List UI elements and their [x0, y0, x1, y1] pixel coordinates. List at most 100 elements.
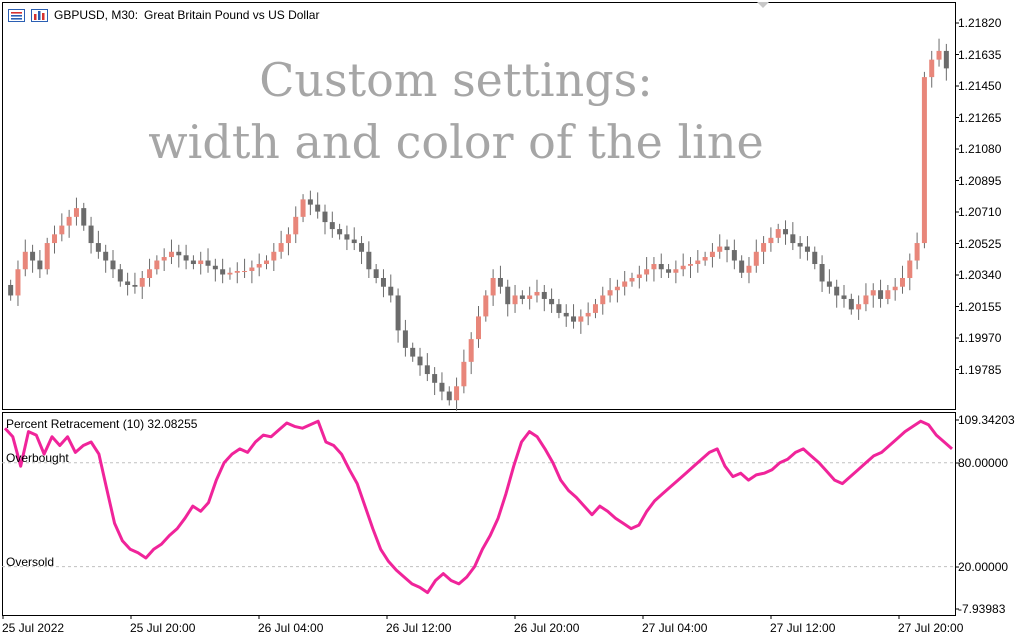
- indicator-levels: [2, 462, 955, 568]
- candle-body: [198, 260, 204, 265]
- candle-body: [110, 260, 116, 270]
- price-tick-label: 1.20895: [958, 173, 1002, 188]
- candle-body: [834, 286, 840, 296]
- candle-body: [885, 290, 891, 299]
- candle-body: [161, 257, 167, 261]
- candle-body: [702, 257, 708, 261]
- symbol-description: Great Britain Pound vs US Dollar: [144, 8, 320, 22]
- oversold-label: Oversold: [6, 555, 55, 569]
- candle-body: [220, 269, 226, 275]
- time-tick-label: 27 Jul 04:00: [642, 621, 708, 635]
- candle-body: [731, 250, 737, 261]
- candle-body: [66, 216, 72, 226]
- candle-body: [768, 237, 774, 244]
- candle-body: [505, 286, 511, 305]
- price-tick-label: 1.21635: [958, 47, 1002, 62]
- chart-properties-icon[interactable]: [31, 8, 48, 22]
- chart-list-icon[interactable]: [8, 8, 25, 22]
- candle-body: [234, 271, 240, 273]
- candle-body: [783, 229, 789, 235]
- candle-body: [461, 361, 467, 387]
- overbought-label: Overbought: [6, 451, 69, 465]
- candle-body: [168, 251, 174, 258]
- time-tick-label: 25 Jul 2022: [2, 621, 65, 635]
- candle-body: [103, 251, 109, 261]
- candle-body: [614, 286, 620, 291]
- candle-body: [293, 216, 299, 235]
- candle-body: [848, 298, 854, 310]
- candle-body: [147, 269, 153, 278]
- candle-body: [549, 298, 555, 305]
- candle-body: [37, 260, 43, 270]
- candle-body: [88, 225, 94, 244]
- overlay-line-1: Custom settings:: [259, 53, 653, 107]
- candle-body: [359, 243, 365, 252]
- candle-body: [417, 356, 423, 366]
- candle-body: [527, 295, 533, 299]
- candle-body: [600, 295, 606, 305]
- candle-body: [921, 77, 927, 244]
- candle-body: [176, 251, 182, 256]
- price-tick-label: 1.21820: [958, 16, 1002, 30]
- candle-body: [761, 243, 767, 252]
- candle-body: [183, 255, 189, 261]
- candle-body: [666, 269, 672, 273]
- candle-body: [687, 264, 693, 266]
- candle-body: [899, 277, 905, 287]
- candle-body: [512, 295, 518, 305]
- candle-body: [388, 286, 394, 296]
- candle-body: [680, 265, 686, 270]
- indicator-line: [3, 419, 953, 595]
- chart-symbol-bar: GBPUSD, M30: Great Britain Pound vs US D…: [8, 8, 319, 22]
- candle-body: [490, 277, 496, 296]
- candle-body: [468, 339, 474, 362]
- candlestick-series: [8, 38, 949, 411]
- candle-body: [709, 251, 715, 258]
- candle-body: [775, 229, 781, 238]
- candle-body: [592, 304, 598, 313]
- indicator-tick-label: 109.34203: [958, 413, 1015, 427]
- candle-body: [256, 264, 262, 268]
- scroll-marker-icon[interactable]: [757, 2, 769, 8]
- candle-body: [578, 316, 584, 322]
- candle-body: [8, 284, 14, 296]
- candle-body: [205, 260, 211, 266]
- candle-body: [673, 269, 679, 273]
- price-tick-label: 1.21265: [958, 110, 1002, 125]
- candle-body: [826, 281, 832, 287]
- candle-body: [622, 281, 628, 287]
- candle-body: [132, 284, 138, 287]
- candle-body: [117, 269, 123, 282]
- price-tick-label: 1.19785: [958, 362, 1002, 377]
- candle-body: [607, 290, 613, 296]
- candle-body: [81, 208, 87, 226]
- candle-body: [497, 277, 503, 287]
- candle-body: [125, 281, 131, 285]
- candle-body: [651, 264, 657, 270]
- candle-body: [264, 260, 270, 265]
- price-tick-label: 1.20710: [958, 205, 1002, 219]
- candle-body: [541, 291, 547, 299]
- chart-frames: [2, 2, 959, 619]
- candle-body: [856, 304, 862, 310]
- candle-body: [227, 272, 233, 275]
- candle-body: [476, 316, 481, 340]
- candle-body: [52, 234, 58, 244]
- price-tick-label: 1.20155: [958, 299, 1002, 314]
- time-tick-label: 27 Jul 20:00: [898, 621, 964, 635]
- candle-body: [936, 50, 942, 60]
- candle-body: [644, 269, 650, 275]
- candle-body: [73, 208, 79, 217]
- candle-body: [439, 382, 445, 392]
- candle-body: [30, 251, 36, 261]
- indicator-panel-frame: [2, 412, 956, 616]
- candle-body: [300, 199, 306, 217]
- overlay-line-2: width and color of the line: [148, 115, 764, 169]
- candle-body: [739, 260, 745, 273]
- candle-body: [271, 251, 277, 261]
- price-panel-frame: [2, 2, 956, 410]
- candle-body: [841, 295, 847, 299]
- candle-body: [249, 267, 255, 272]
- indicator-tick-label: 20.00000: [958, 560, 1009, 574]
- candle-body: [863, 295, 869, 305]
